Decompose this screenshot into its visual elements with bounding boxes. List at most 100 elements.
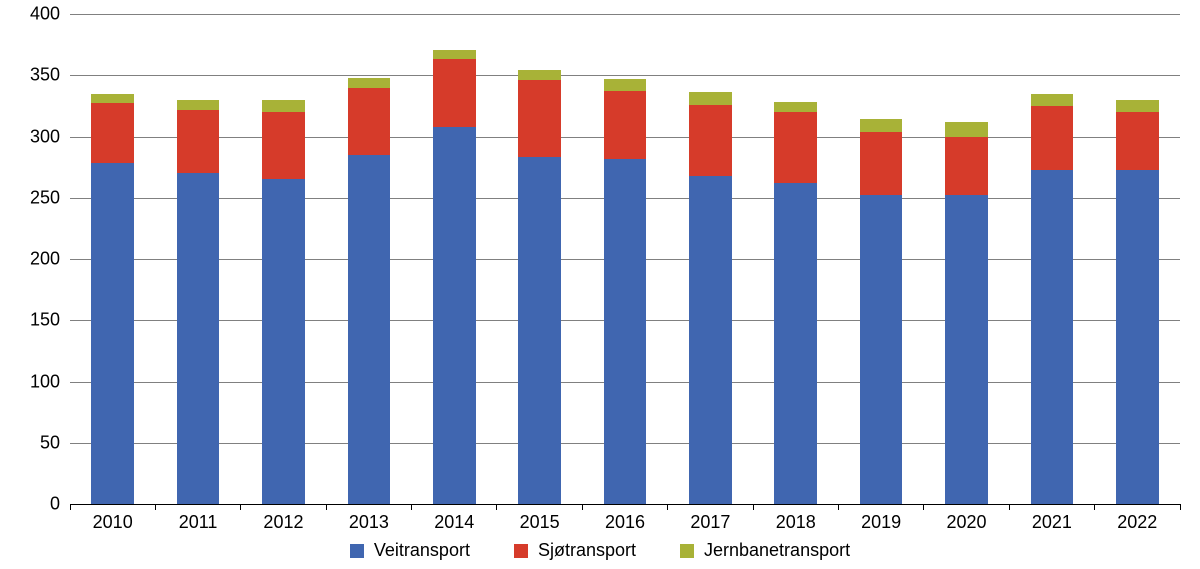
bar-segment-sjotransport [604, 91, 647, 158]
x-tick-label: 2019 [861, 504, 901, 533]
bar-segment-jernbanetransport [177, 100, 220, 110]
x-tick [582, 504, 583, 510]
bar-group [604, 14, 647, 504]
bar-segment-veitransport [518, 157, 561, 504]
bar-group [433, 14, 476, 504]
bar-segment-veitransport [1031, 170, 1074, 504]
bar-segment-veitransport [1116, 170, 1159, 504]
bar-segment-veitransport [91, 163, 134, 504]
y-tick-label: 300 [30, 126, 70, 147]
x-tick [411, 504, 412, 510]
bar-segment-sjotransport [433, 59, 476, 126]
x-tick [1009, 504, 1010, 510]
x-tick-label: 2020 [947, 504, 987, 533]
x-tick-label: 2014 [434, 504, 474, 533]
bar-segment-sjotransport [1031, 106, 1074, 170]
x-tick [70, 504, 71, 510]
bar-segment-jernbanetransport [1031, 94, 1074, 106]
x-tick [155, 504, 156, 510]
y-tick-label: 250 [30, 187, 70, 208]
bar-group [262, 14, 305, 504]
bar-segment-jernbanetransport [348, 78, 391, 88]
bar-segment-sjotransport [774, 112, 817, 183]
bar-group [689, 14, 732, 504]
legend-swatch [514, 544, 528, 558]
legend-swatch [680, 544, 694, 558]
x-tick-label: 2021 [1032, 504, 1072, 533]
transport-stacked-bar-chart: 0 50 100 150 200 250 300 350 400 2010 2011 2012 2013… [0, 0, 1200, 569]
bar-group [774, 14, 817, 504]
bar-segment-veitransport [177, 173, 220, 504]
bar-segment-veitransport [945, 195, 988, 504]
bar-segment-veitransport [604, 159, 647, 504]
y-tick-label: 150 [30, 310, 70, 331]
plot-area: 0501001502002503003504002010201120122013… [70, 14, 1180, 504]
x-tick [240, 504, 241, 510]
x-tick-label: 2022 [1117, 504, 1157, 533]
y-tick-label: 50 [40, 432, 70, 453]
legend-item-jernbanetransport: Jernbanetransport [680, 540, 850, 561]
x-tick [1180, 504, 1181, 510]
y-tick-label: 100 [30, 371, 70, 392]
x-tick [923, 504, 924, 510]
y-tick-label: 0 [50, 494, 70, 515]
bar-segment-jernbanetransport [604, 79, 647, 91]
legend: Veitransport Sjøtransport Jernbanetranspor… [0, 540, 1200, 563]
bar-segment-veitransport [860, 195, 903, 504]
bar-segment-veitransport [262, 179, 305, 504]
legend-item-veitransport: Veitransport [350, 540, 470, 561]
bar-segment-sjotransport [689, 105, 732, 176]
x-tick-label: 2010 [93, 504, 133, 533]
bar-segment-sjotransport [348, 88, 391, 155]
bar-segment-sjotransport [177, 110, 220, 174]
x-tick-label: 2017 [690, 504, 730, 533]
x-tick [1094, 504, 1095, 510]
bar-group [860, 14, 903, 504]
legend-label: Jernbanetransport [704, 540, 850, 561]
x-tick-label: 2015 [520, 504, 560, 533]
bar-segment-sjotransport [91, 103, 134, 163]
bar-segment-veitransport [774, 183, 817, 504]
bar-segment-sjotransport [1116, 112, 1159, 170]
bar-segment-jernbanetransport [91, 94, 134, 104]
bar-segment-jernbanetransport [860, 119, 903, 131]
x-tick-label: 2013 [349, 504, 389, 533]
bar-segment-jernbanetransport [518, 70, 561, 80]
x-tick [496, 504, 497, 510]
x-tick-label: 2016 [605, 504, 645, 533]
x-tick [326, 504, 327, 510]
bar-group [91, 14, 134, 504]
y-tick-label: 400 [30, 4, 70, 25]
legend-label: Sjøtransport [538, 540, 636, 561]
bar-group [348, 14, 391, 504]
x-tick [667, 504, 668, 510]
bar-segment-jernbanetransport [262, 100, 305, 112]
x-tick-label: 2012 [263, 504, 303, 533]
bar-segment-sjotransport [262, 112, 305, 179]
bars-layer [70, 14, 1180, 504]
bar-group [1116, 14, 1159, 504]
bar-segment-sjotransport [945, 137, 988, 196]
bar-segment-sjotransport [860, 132, 903, 196]
bar-segment-jernbanetransport [1116, 100, 1159, 112]
x-tick [838, 504, 839, 510]
x-tick-label: 2011 [179, 504, 218, 533]
bar-group [177, 14, 220, 504]
bar-segment-veitransport [689, 176, 732, 504]
bar-group [1031, 14, 1074, 504]
legend-item-sjotransport: Sjøtransport [514, 540, 636, 561]
y-tick-label: 350 [30, 65, 70, 86]
y-tick-label: 200 [30, 249, 70, 270]
bar-segment-jernbanetransport [689, 92, 732, 104]
x-tick [753, 504, 754, 510]
bar-segment-sjotransport [518, 80, 561, 157]
bar-segment-jernbanetransport [945, 122, 988, 137]
x-tick-label: 2018 [776, 504, 816, 533]
bar-group [945, 14, 988, 504]
legend-swatch [350, 544, 364, 558]
bar-segment-veitransport [433, 127, 476, 504]
bar-segment-jernbanetransport [433, 50, 476, 60]
legend-label: Veitransport [374, 540, 470, 561]
bar-group [518, 14, 561, 504]
bar-segment-jernbanetransport [774, 102, 817, 112]
